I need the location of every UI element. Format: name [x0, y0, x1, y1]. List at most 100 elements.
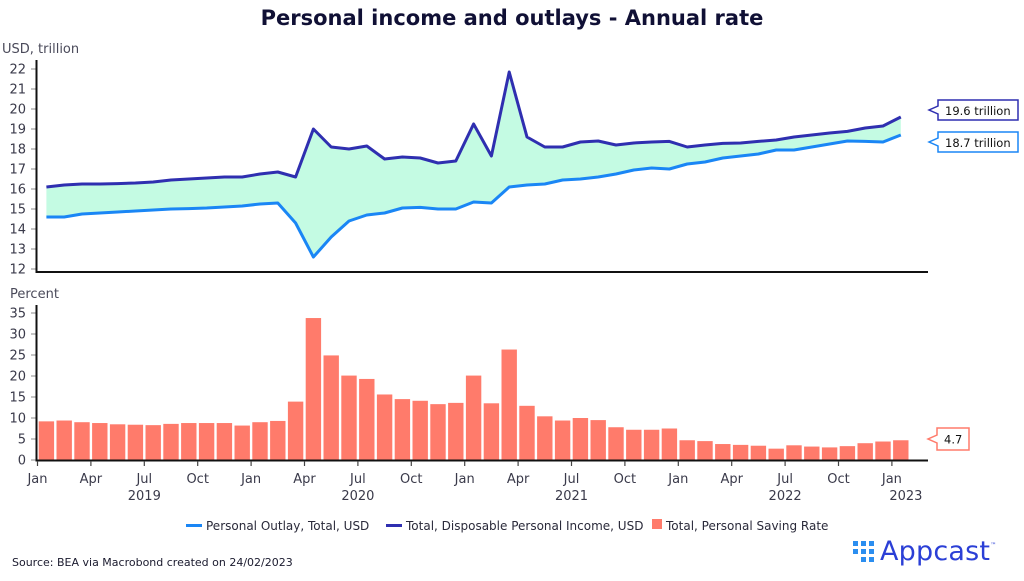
- legend-item-income: Total, Disposable Personal Income, USD: [386, 519, 643, 533]
- saving-rate-bar: [376, 394, 393, 460]
- saving-rate-bars: [38, 318, 909, 460]
- upper-y-tick-label: 12: [9, 263, 26, 278]
- saving-rate-bar: [270, 420, 286, 460]
- x-tick-label: Apr: [293, 472, 316, 487]
- saving-rate-bar: [163, 423, 179, 460]
- upper-y-tick-label: 14: [9, 223, 26, 238]
- x-tick-label: Jul: [776, 472, 793, 487]
- saving-end-value: 4.7: [944, 433, 962, 447]
- saving-rate-bar: [305, 318, 322, 460]
- saving-rate-bar: [127, 424, 144, 460]
- income-line: [46, 70, 902, 189]
- saving-rate-bar: [590, 420, 606, 460]
- x-tick-label: Apr: [80, 472, 103, 487]
- saving-rate-bar: [74, 422, 90, 460]
- saving-rate-bar: [216, 423, 233, 460]
- x-tick-label: Jul: [349, 472, 366, 487]
- upper-y-tick-label: 15: [9, 203, 26, 218]
- saving-rate-bar: [38, 421, 55, 460]
- income-end-label: 19.6 trillion: [927, 99, 1019, 121]
- x-tick-label: Jan: [26, 472, 47, 487]
- outlay-end-label: 18.7 trillion: [927, 131, 1019, 153]
- saving-rate-bar: [519, 405, 535, 460]
- saving-rate-bar: [750, 445, 767, 460]
- x-tick-label: Jan: [454, 472, 475, 487]
- lower-y-tick-label: 15: [9, 391, 26, 406]
- saving-rate-bar: [252, 422, 268, 460]
- upper-y-tick-label: 13: [9, 243, 26, 258]
- x-tick-label: Oct: [614, 472, 636, 487]
- saving-rate-bar: [821, 447, 838, 460]
- x-tick-label: Jan: [667, 472, 688, 487]
- saving-rate-bar: [412, 400, 428, 460]
- upper-y-tick-label: 21: [9, 83, 26, 98]
- x-year-label: 2023: [889, 489, 922, 504]
- upper-y-tick-label: 19: [9, 123, 26, 138]
- saving-rate-bar: [181, 423, 197, 460]
- x-axis-ticks: Jan Apr Jul Oct Jan Apr Jul Oct Jan Apr Jul Oct Jan A…: [26, 461, 922, 504]
- x-year-label: 2019: [128, 489, 161, 504]
- upper-y-ticks: 12 13 14 15 16 17 18 19 20 21 22: [9, 63, 36, 278]
- lower-y-tick-label: 20: [9, 370, 26, 385]
- saving-rate-bar: [554, 420, 571, 460]
- saving-rate-bar: [501, 349, 517, 460]
- saving-rate-bar: [875, 441, 891, 460]
- saving-rate-bar: [359, 378, 375, 460]
- legend-label-outlay: Personal Outlay, Total, USD: [206, 519, 369, 533]
- source-note: Source: BEA via Macrobond created on 24/…: [12, 556, 293, 569]
- saving-rate-bar: [732, 444, 749, 460]
- saving-rate-bar: [768, 448, 784, 460]
- x-tick-label: Oct: [827, 472, 849, 487]
- saving-rate-bar: [537, 416, 553, 460]
- x-year-label: 2020: [341, 489, 374, 504]
- x-tick-label: Oct: [186, 472, 208, 487]
- upper-y-tick-label: 18: [9, 143, 26, 158]
- saving-rate-bar: [483, 403, 500, 460]
- income-outlay-panel: USD, trillion 12 13 14 15 16 17 18 19 20 21 22 19.…: [2, 42, 1019, 278]
- appcast-logo-icon: [853, 540, 874, 562]
- saving-rate-bar: [109, 424, 126, 460]
- lower-y-tick-label: 10: [9, 412, 26, 427]
- upper-y-tick-label: 22: [9, 63, 26, 78]
- outlay-end-value: 18.7 trillion: [945, 136, 1011, 150]
- upper-y-axis-label: USD, trillion: [2, 42, 79, 57]
- x-tick-label: Apr: [720, 472, 743, 487]
- lower-y-tick-label: 25: [9, 349, 26, 364]
- saving-rate-bar: [715, 444, 731, 460]
- saving-rate-bar: [839, 446, 856, 460]
- upper-y-tick-label: 20: [9, 103, 26, 118]
- saving-rate-bar: [465, 375, 482, 460]
- saving-rate-bar: [786, 445, 802, 460]
- saving-rate-bar: [643, 429, 660, 460]
- x-tick-label: Jul: [135, 472, 152, 487]
- saving-rate-bar: [145, 425, 161, 460]
- x-year-label: 2022: [769, 489, 802, 504]
- lower-y-tick-label: 35: [9, 307, 26, 322]
- saving-rate-bar: [804, 446, 820, 460]
- saving-rate-bar: [341, 375, 357, 460]
- saving-rate-bar: [608, 427, 624, 460]
- legend: Personal Outlay, Total, USD Total, Dispo…: [186, 519, 828, 533]
- saving-rate-panel: Percent 0 5 10 15 20 25 30 35 Jan Apr Jul Oct Jan Ap…: [9, 287, 970, 504]
- saving-rate-bar: [661, 428, 678, 460]
- saving-rate-bar: [198, 423, 215, 460]
- saving-rate-bar: [323, 355, 339, 460]
- x-tick-label: Jan: [881, 472, 902, 487]
- saving-rate-bar: [234, 425, 250, 460]
- x-year-label: 2021: [555, 489, 588, 504]
- income-outlay-gap-area: [46, 72, 901, 257]
- income-end-value: 19.6 trillion: [945, 104, 1011, 118]
- appcast-logo-tm: ™: [990, 542, 997, 549]
- appcast-logo-text: Appcast: [880, 536, 991, 567]
- saving-rate-bar: [857, 443, 873, 460]
- x-tick-label: Oct: [400, 472, 422, 487]
- saving-rate-bar: [430, 404, 446, 460]
- saving-rate-bar: [448, 402, 464, 460]
- saving-rate-bar: [572, 418, 589, 460]
- saving-rate-bar: [394, 399, 411, 460]
- legend-label-saving: Total, Personal Saving Rate: [665, 519, 828, 533]
- saving-rate-bar: [697, 441, 713, 460]
- chart-title: Personal income and outlays - Annual rat…: [260, 6, 764, 30]
- saving-rate-bar: [287, 401, 304, 460]
- saving-rate-bar: [56, 420, 72, 460]
